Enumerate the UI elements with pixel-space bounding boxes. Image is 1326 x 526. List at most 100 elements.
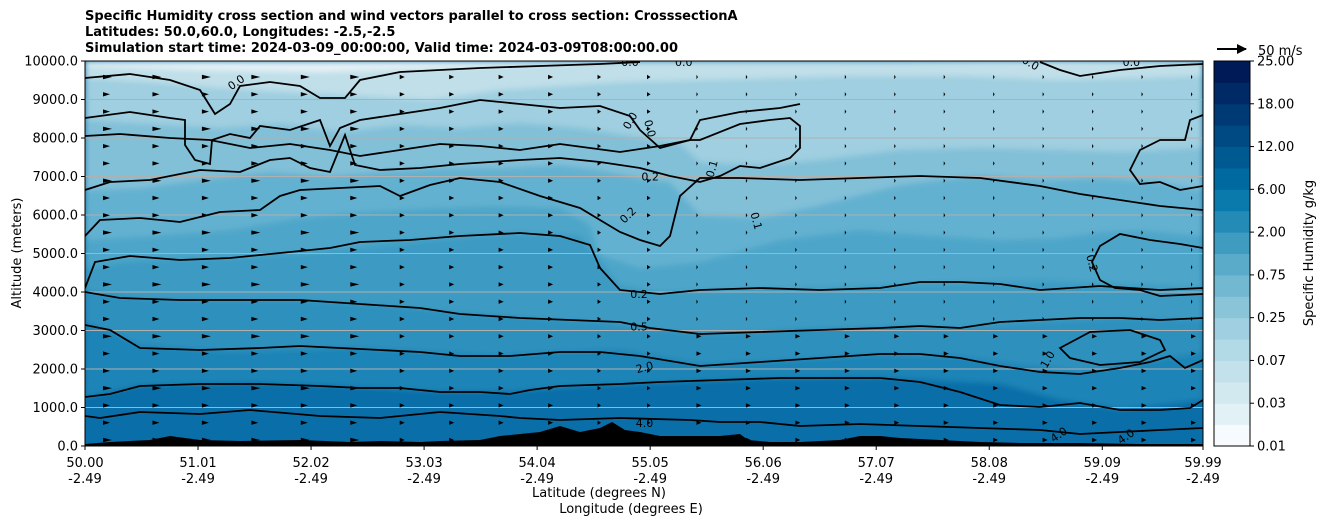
wind-arrow	[993, 299, 995, 304]
wind-arrow	[103, 368, 110, 374]
wind-arrow	[745, 230, 748, 235]
wind-arrow	[1092, 282, 1094, 287]
y-tick-label: 9000.0	[33, 93, 79, 108]
wind-arrow	[548, 420, 554, 425]
colorbar-segment	[1214, 167, 1250, 190]
y-axis-label: Altitude (meters)	[10, 198, 25, 309]
wind-arrow	[350, 143, 358, 149]
wind-arrow	[1092, 109, 1094, 114]
wind-arrow	[1191, 126, 1193, 132]
wind-arrow	[1092, 420, 1098, 425]
wind-arrow	[201, 143, 209, 149]
wind-arrow	[201, 230, 211, 235]
wind-arrow	[696, 92, 698, 97]
wind-arrow	[597, 230, 602, 235]
wind-arrow	[993, 264, 995, 270]
colorbar-segment	[1214, 103, 1250, 126]
wind-arrow	[350, 126, 360, 132]
wind-arrow	[696, 351, 702, 356]
x-tick-label-lat: 56.06	[745, 456, 782, 471]
wind-arrow	[201, 264, 209, 270]
x-tick-label-lat: 55.05	[632, 456, 669, 471]
y-tick-label: 0.0	[57, 440, 78, 455]
colorbar-segment	[1214, 381, 1250, 404]
wind-arrow	[201, 351, 209, 356]
wind-arrow	[399, 334, 405, 339]
wind-arrow	[152, 143, 160, 149]
wind-arrow	[993, 334, 999, 339]
wind-arrow	[1092, 385, 1098, 391]
wind-arrow	[1042, 299, 1045, 304]
wind-arrow	[993, 230, 995, 235]
wind-arrow	[498, 403, 504, 408]
x-tick-label-lat: 53.03	[405, 456, 442, 471]
wind-arrow	[1092, 178, 1094, 183]
wind-arrow	[103, 109, 110, 114]
wind-arrow	[548, 247, 554, 253]
wind-arrow	[201, 368, 209, 374]
x-tick-label-lat: 50.00	[66, 456, 103, 471]
wind-arrow	[696, 334, 702, 339]
wind-arrow	[1141, 247, 1144, 253]
colorbar-segment	[1214, 210, 1250, 233]
wind-arrow	[1042, 334, 1048, 339]
wind-arrow	[350, 213, 358, 218]
wind-arrow	[300, 92, 308, 97]
wind-arrow	[1191, 143, 1193, 149]
wind-arrow	[201, 74, 211, 80]
wind-arrow	[103, 126, 112, 132]
contour-line-0.1	[85, 117, 801, 191]
wind-arrow	[943, 109, 946, 114]
wind-arrow	[745, 368, 751, 374]
wind-arrow	[696, 299, 698, 304]
colorbar-segment	[1214, 189, 1250, 212]
wind-arrow	[300, 213, 308, 218]
wind-arrow	[449, 247, 455, 253]
wind-arrow	[745, 161, 748, 166]
wind-arrow	[1141, 437, 1147, 443]
wind-arrow	[103, 403, 110, 408]
wind-arrow	[795, 195, 797, 201]
wind-arrow	[449, 334, 455, 339]
wind-arrow	[1042, 74, 1045, 80]
wind-arrow	[103, 351, 110, 356]
wind-arrow	[152, 213, 160, 218]
wind-arrow	[696, 195, 698, 201]
humidity-band-0.01	[85, 61, 1203, 72]
x-tick-label-lat: 58.08	[971, 456, 1008, 471]
wind-arrow	[251, 420, 259, 425]
wind-arrow	[894, 368, 900, 374]
wind-arrow	[696, 368, 702, 374]
wind-arrow	[745, 247, 748, 253]
y-tick-label: 7000.0	[33, 170, 79, 185]
wind-arrow	[300, 316, 308, 322]
wind-arrow	[647, 195, 651, 201]
wind-arrow	[1191, 420, 1196, 425]
wind-arrow	[993, 161, 995, 166]
colorbar-segment	[1214, 360, 1250, 383]
wind-arrow	[647, 178, 651, 183]
contour-label: 0.2	[1083, 253, 1100, 273]
colorbar-segment	[1214, 317, 1250, 340]
wind-arrow	[943, 92, 946, 97]
wind-arrow	[696, 264, 698, 270]
wind-arrow	[300, 403, 308, 408]
wind-arrow	[449, 316, 455, 322]
wind-arrow	[894, 247, 896, 253]
wind-arrow	[745, 264, 748, 270]
wind-arrow	[943, 178, 946, 183]
wind-arrow	[201, 282, 211, 287]
wind-arrow	[103, 178, 112, 183]
wind-arrow	[597, 385, 602, 391]
contour-label: 0.5	[630, 321, 648, 334]
wind-arrow	[696, 230, 698, 235]
wind-arrow	[647, 213, 651, 218]
wind-arrow	[1191, 334, 1196, 339]
x-tick-label-lon: -2.49	[859, 472, 893, 487]
wind-arrow	[1141, 282, 1144, 287]
wind-arrow	[745, 178, 748, 183]
wind-arrow	[1092, 195, 1094, 201]
wind-arrow	[251, 385, 261, 391]
wind-arrow	[449, 92, 455, 97]
wind-arrow	[1191, 230, 1193, 235]
